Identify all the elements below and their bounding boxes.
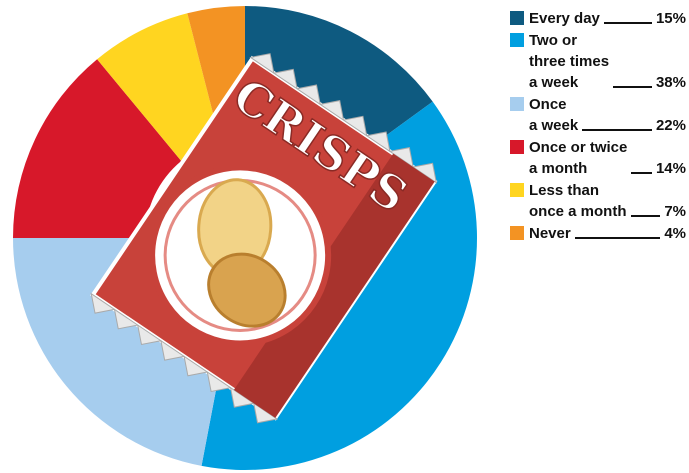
legend-swatch <box>510 97 524 111</box>
donut-slice <box>97 13 221 161</box>
donut-slice <box>13 238 227 466</box>
legend-swatch <box>510 226 524 240</box>
legend-entry: Once or twice a month 14% <box>510 137 686 179</box>
legend-entry: Once a week 22% <box>510 94 686 136</box>
leader-line <box>574 237 661 239</box>
legend-swatch <box>510 11 524 25</box>
legend-value: 14% <box>655 160 686 177</box>
legend-label: Every day <box>529 10 600 27</box>
legend-swatch <box>510 140 524 154</box>
leader-line <box>603 22 652 24</box>
legend-entry: Never 4% <box>510 223 686 244</box>
legend-value: 4% <box>664 225 686 242</box>
legend-value: 15% <box>655 10 686 27</box>
leader-line <box>582 129 652 131</box>
legend-label: Once or twice a month <box>529 139 628 177</box>
legend-entry: Every day 15% <box>510 8 686 29</box>
leader-line <box>613 86 652 88</box>
leader-line <box>630 215 661 217</box>
leader-line <box>631 172 652 174</box>
legend-label: Less than once a month <box>529 182 627 220</box>
legend-label: Once a week <box>529 96 579 134</box>
legend-value: 22% <box>655 117 686 134</box>
legend-value: 7% <box>664 203 686 220</box>
legend-label: Never <box>529 225 571 242</box>
legend-label: Two or three times a week <box>529 32 610 91</box>
legend-entry: Less than once a month 7% <box>510 180 686 222</box>
legend-value: 38% <box>655 74 686 91</box>
legend-swatch <box>510 183 524 197</box>
legend-entry: Two or three times a week 38% <box>510 30 686 93</box>
legend: Every day 15% Two or three times a week 38%… <box>510 8 686 245</box>
donut-slice <box>13 59 182 238</box>
legend-swatch <box>510 33 524 47</box>
